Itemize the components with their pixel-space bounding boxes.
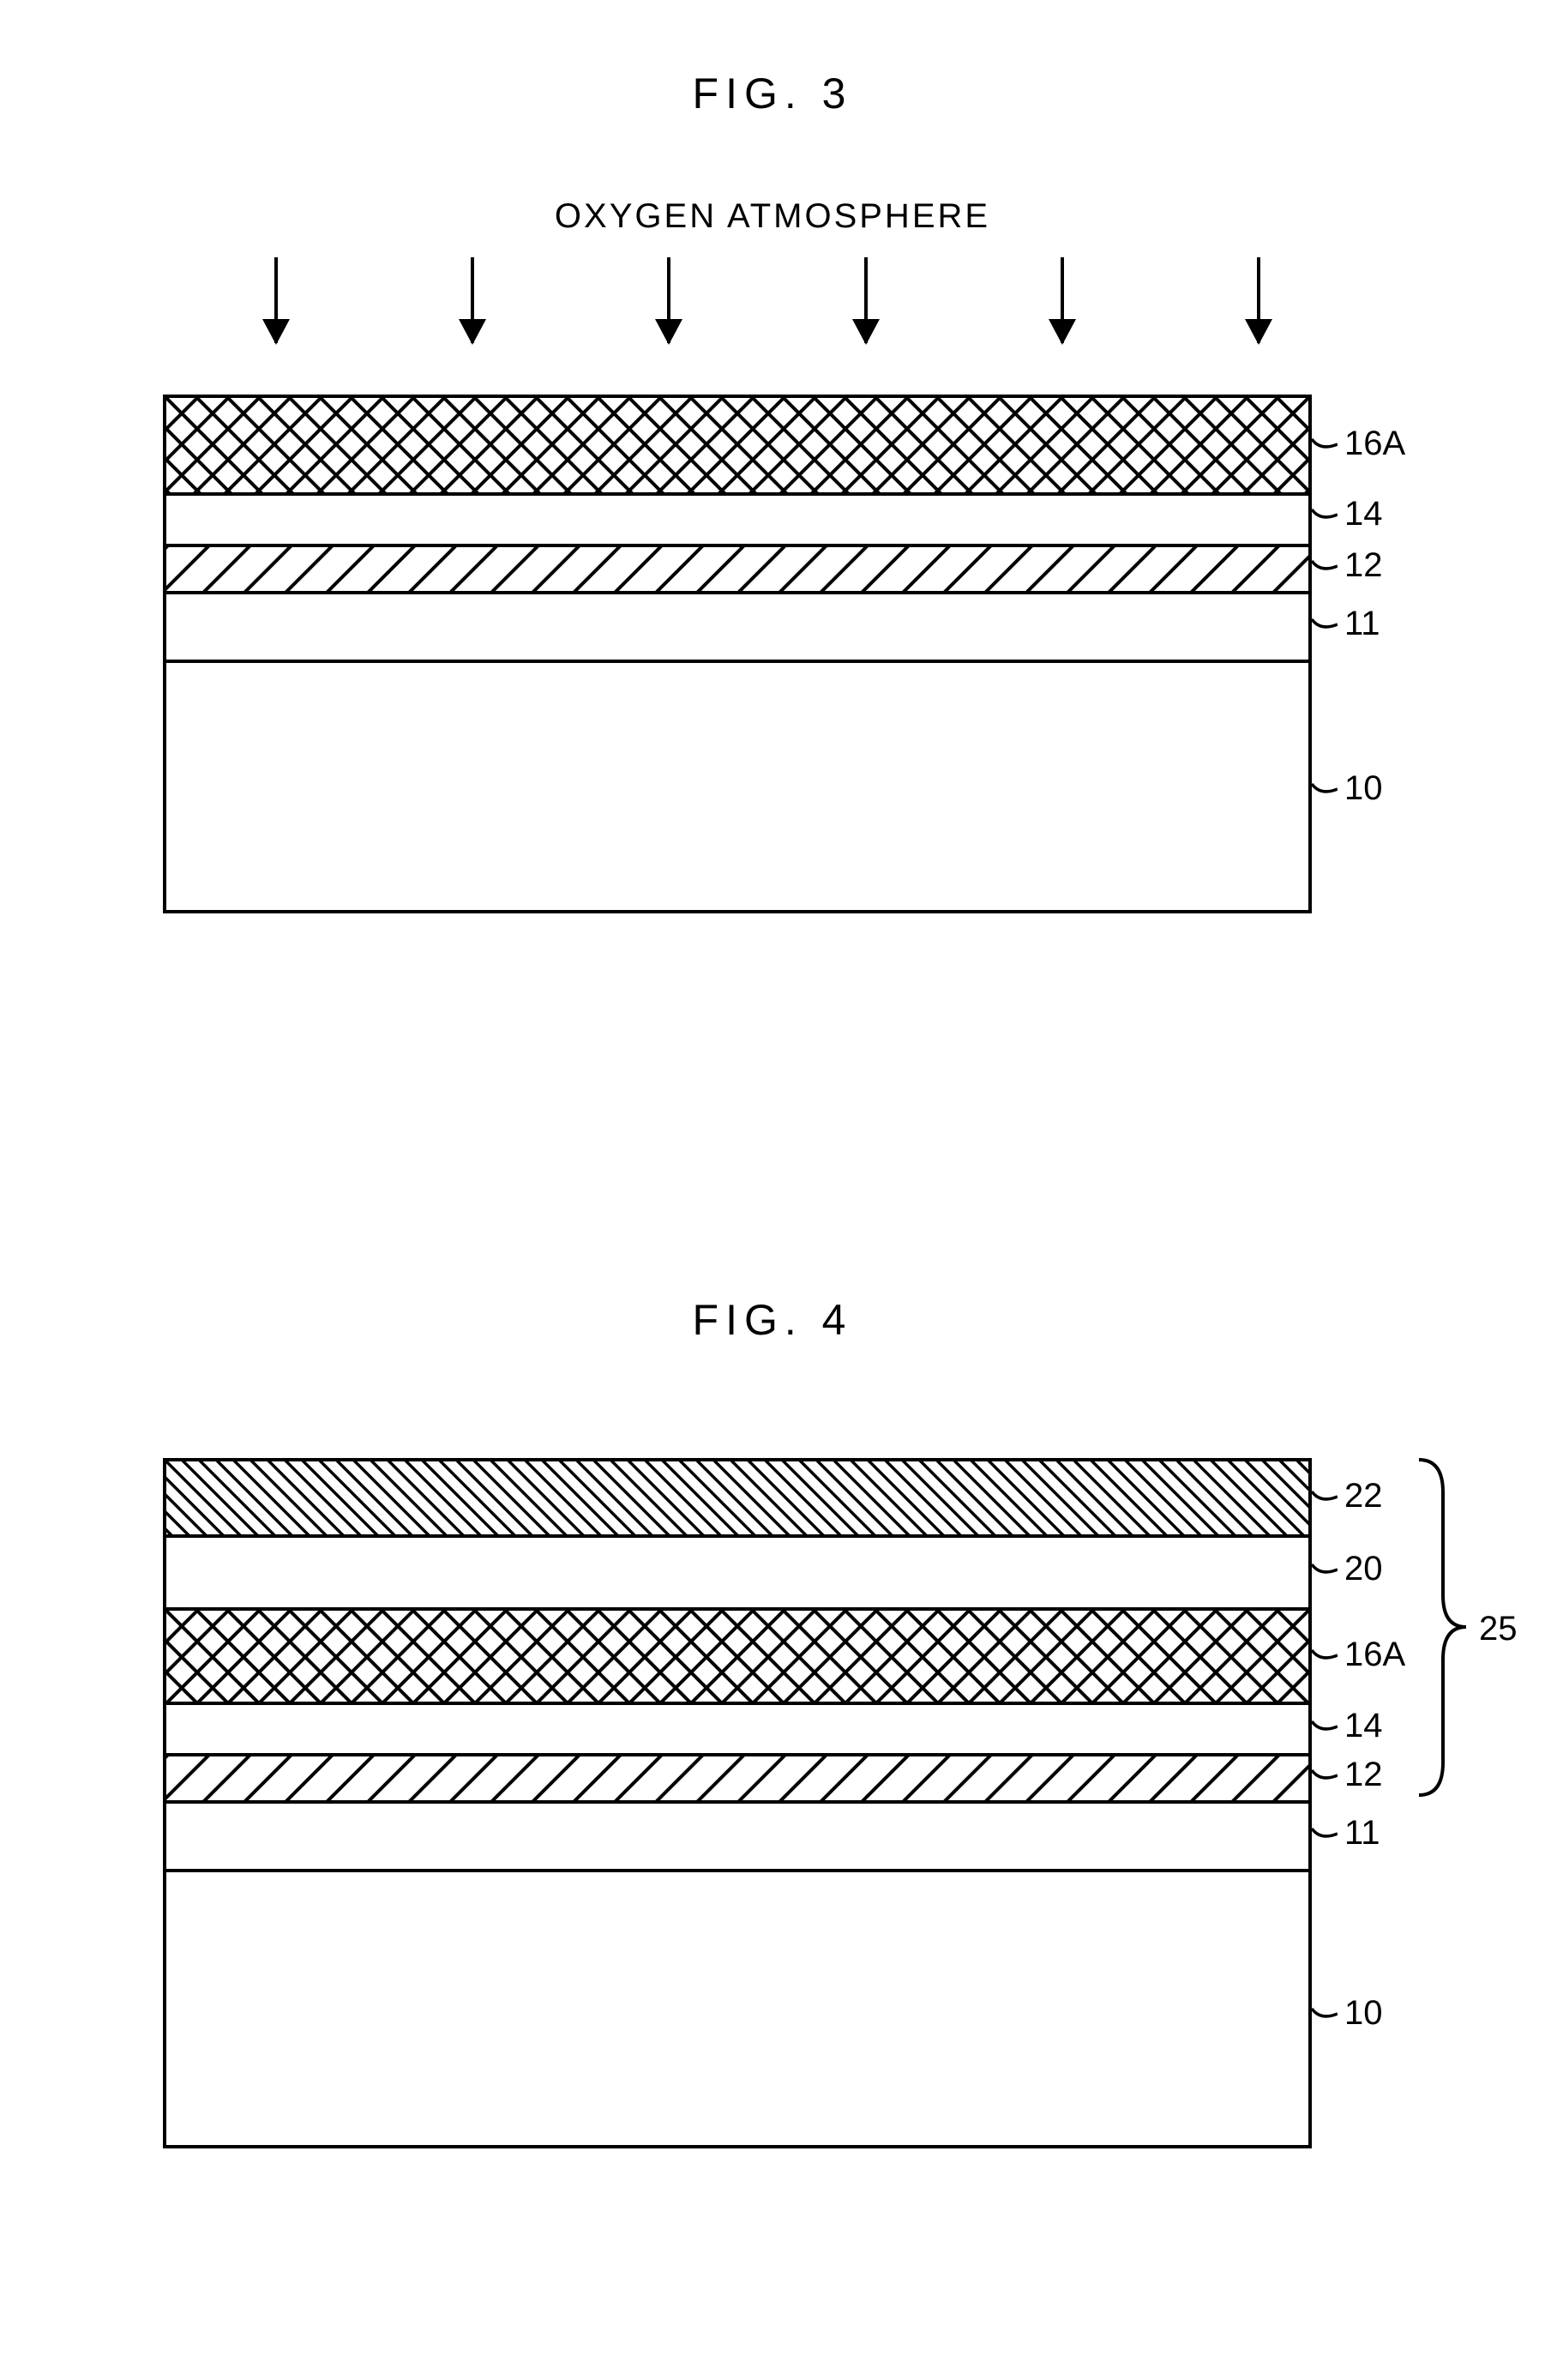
arrow-icon bbox=[471, 257, 474, 343]
lead-tick bbox=[1312, 1647, 1338, 1664]
ref-12-2: 12 bbox=[1344, 1756, 1383, 1794]
lead-tick bbox=[1312, 1825, 1338, 1842]
lead-tick bbox=[1312, 616, 1338, 633]
lead-tick bbox=[1312, 1767, 1338, 1784]
group-label-25: 25 bbox=[1479, 1610, 1518, 1648]
layer-22 bbox=[166, 1461, 1308, 1534]
ref-11-2: 11 bbox=[1344, 1814, 1380, 1853]
lead-tick bbox=[1312, 557, 1338, 575]
ref-16a: 16A bbox=[1344, 425, 1405, 463]
ref-16a-2: 16A bbox=[1344, 1636, 1405, 1674]
group-brace-25 bbox=[1419, 1458, 1466, 1797]
ref-14: 14 bbox=[1344, 495, 1383, 533]
lead-tick bbox=[1312, 1718, 1338, 1735]
layer-16a bbox=[166, 398, 1308, 492]
page: FIG. 3 OXYGEN ATMOSPHERE 16A 14 12 11 10… bbox=[0, 0, 1545, 2380]
layer-11 bbox=[166, 591, 1308, 660]
figure-3-title: FIG. 3 bbox=[693, 69, 853, 118]
arrow-icon bbox=[864, 257, 868, 343]
fig4-layer-stack bbox=[163, 1458, 1312, 2148]
lead-tick bbox=[1312, 1561, 1338, 1578]
layer-12 bbox=[166, 544, 1308, 591]
fig3-layer-stack bbox=[163, 395, 1312, 913]
ref-10: 10 bbox=[1344, 769, 1383, 808]
layer-10 bbox=[166, 1869, 1308, 2152]
atmosphere-label: OXYGEN ATMOSPHERE bbox=[555, 197, 990, 236]
layer-11 bbox=[166, 1800, 1308, 1869]
layer-10 bbox=[166, 660, 1308, 917]
ref-20: 20 bbox=[1344, 1550, 1383, 1588]
layer-12 bbox=[166, 1753, 1308, 1800]
arrow-icon bbox=[667, 257, 670, 343]
ref-10-2: 10 bbox=[1344, 1994, 1383, 2033]
arrow-icon bbox=[1257, 257, 1260, 343]
ref-12: 12 bbox=[1344, 546, 1383, 585]
lead-tick bbox=[1312, 1488, 1338, 1505]
lead-tick bbox=[1312, 436, 1338, 453]
layer-14 bbox=[166, 1702, 1308, 1753]
oxygen-arrows bbox=[274, 257, 1260, 343]
ref-22: 22 bbox=[1344, 1477, 1383, 1515]
layer-20 bbox=[166, 1534, 1308, 1607]
arrow-icon bbox=[1061, 257, 1064, 343]
arrow-icon bbox=[274, 257, 278, 343]
layer-14 bbox=[166, 492, 1308, 544]
lead-tick bbox=[1312, 780, 1338, 798]
ref-11: 11 bbox=[1344, 605, 1380, 643]
lead-tick bbox=[1312, 506, 1338, 523]
layer-16a bbox=[166, 1607, 1308, 1702]
ref-14-2: 14 bbox=[1344, 1707, 1383, 1745]
figure-4-title: FIG. 4 bbox=[693, 1295, 853, 1345]
lead-tick bbox=[1312, 2005, 1338, 2022]
